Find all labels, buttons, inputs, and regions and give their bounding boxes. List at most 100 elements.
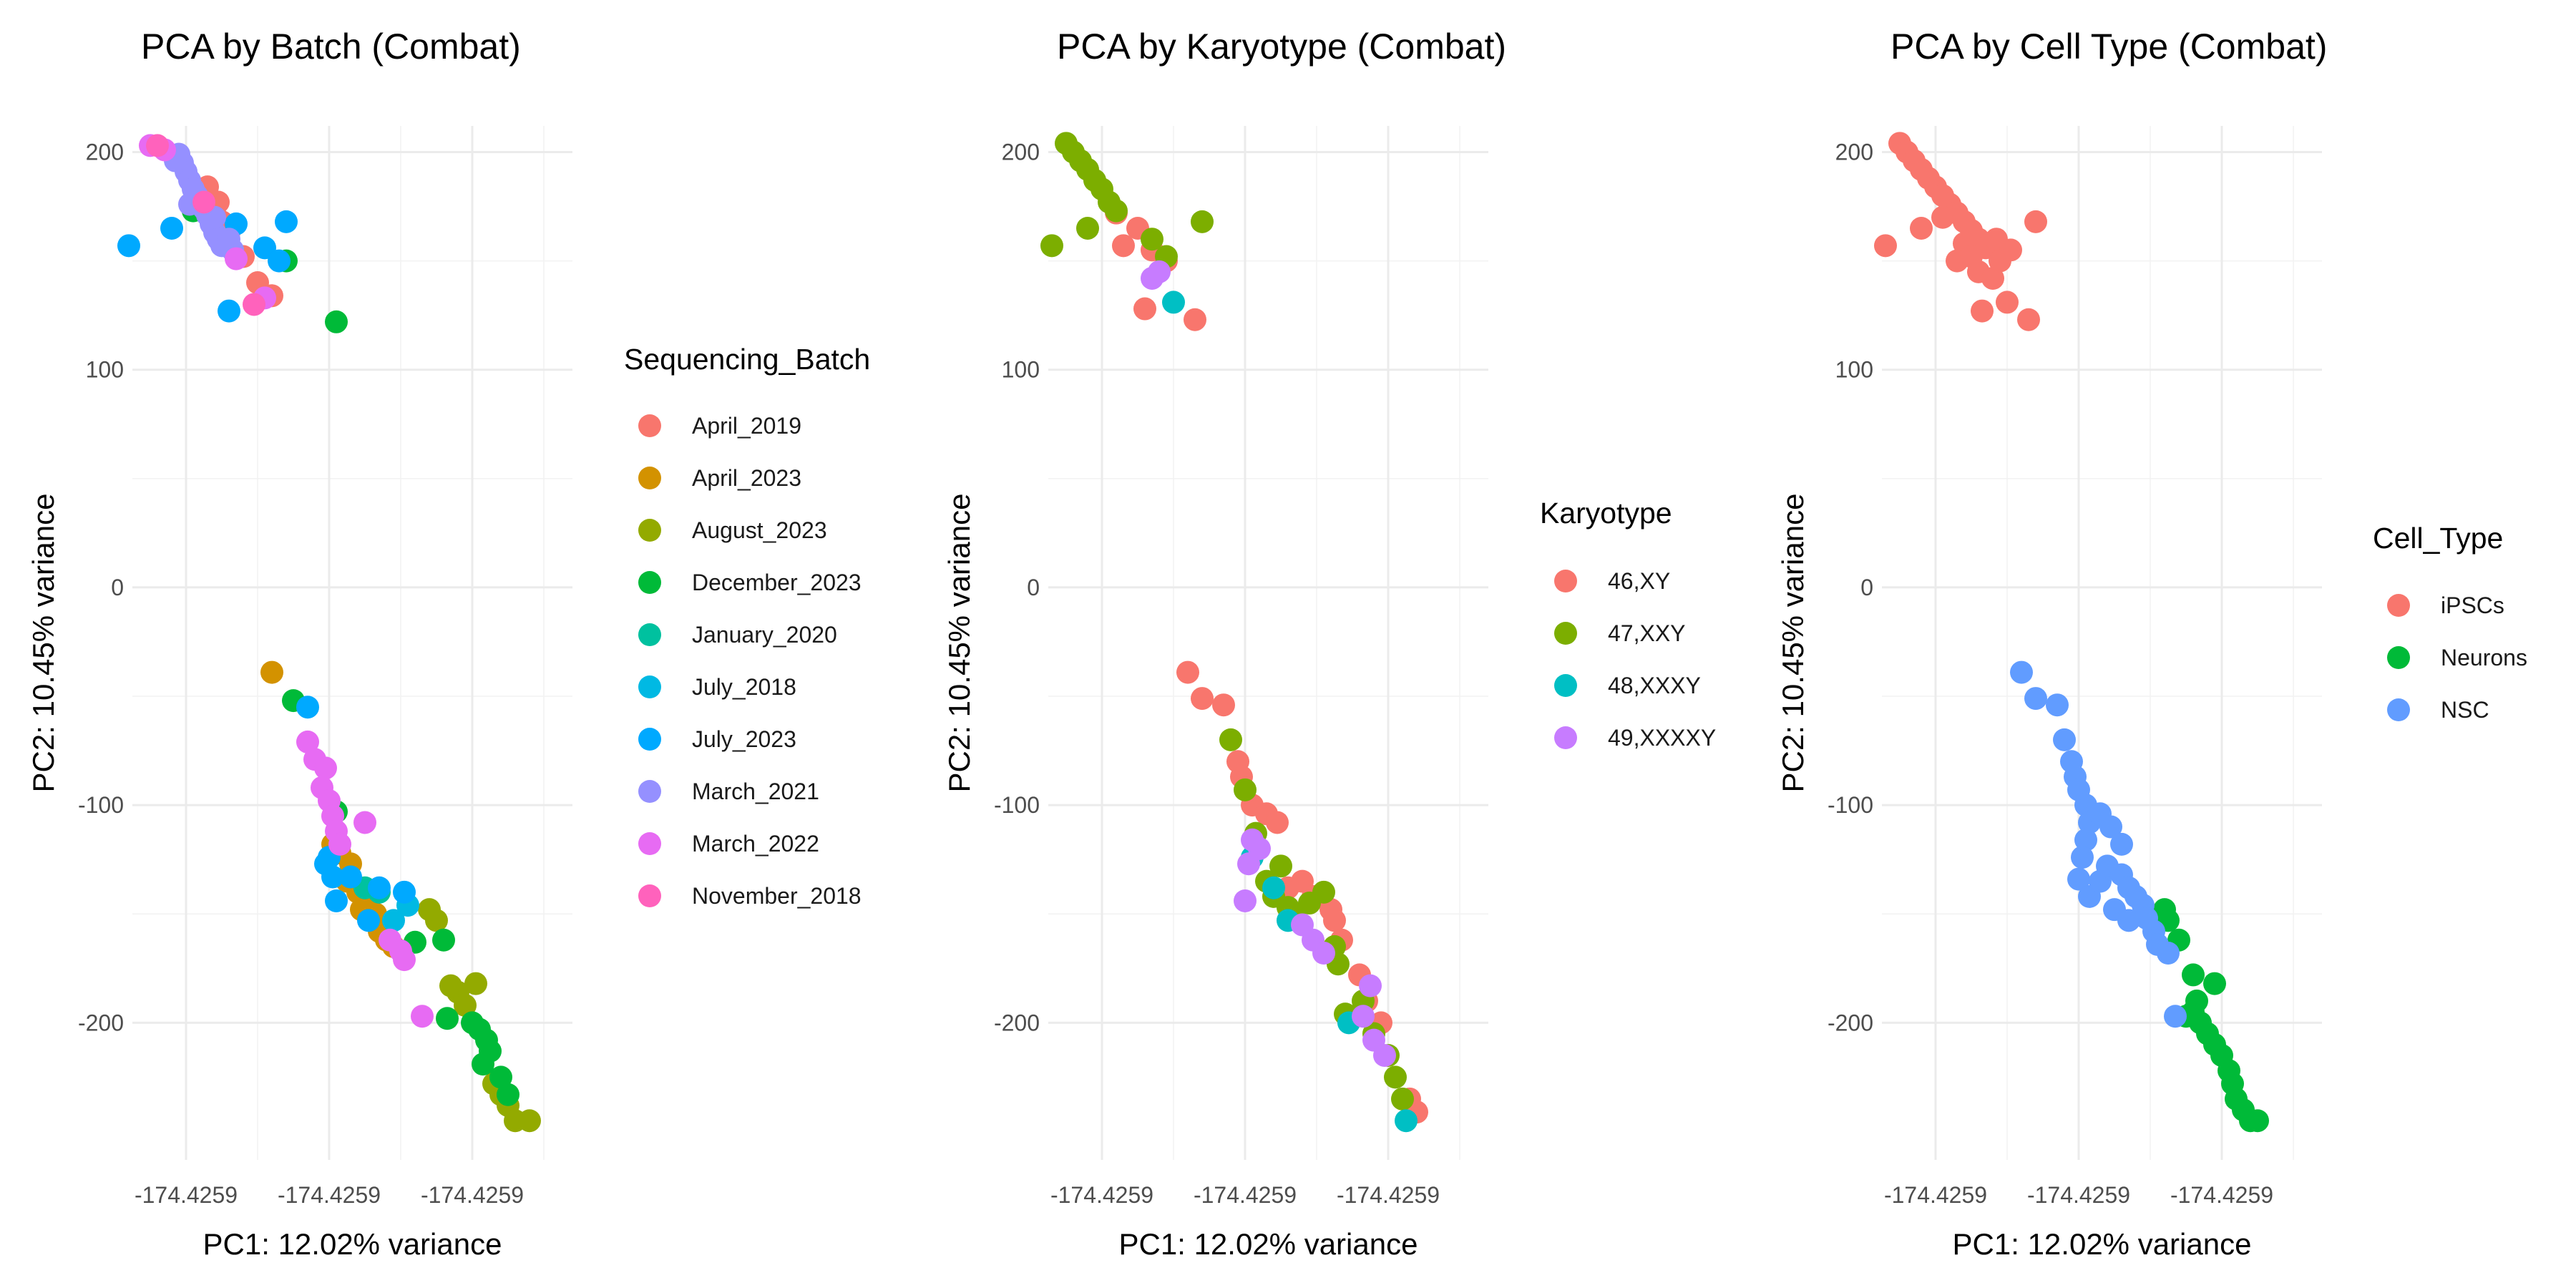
data-point (328, 832, 351, 856)
data-point (296, 696, 319, 719)
legend-label: July_2023 (692, 726, 796, 752)
data-point (1212, 693, 1235, 717)
chart-panel-1: PCA by Batch (Combat) 200 100 0 -100 -200 -174… (26, 26, 870, 1261)
data-point (146, 134, 169, 157)
data-points (1874, 132, 2269, 1133)
data-point (1141, 266, 1163, 290)
data-point (1112, 234, 1135, 258)
data-point (296, 730, 319, 753)
data-point (472, 1053, 494, 1076)
data-point (117, 234, 140, 258)
y-tick-label: -100 (1828, 792, 1873, 818)
plot-grid (1048, 126, 1488, 1160)
data-point (260, 660, 283, 684)
legend-swatch (1554, 570, 1577, 592)
legend-swatch (638, 675, 661, 698)
y-tick-label: -200 (994, 1010, 1040, 1035)
data-point (1373, 1043, 1396, 1067)
legend-swatch (638, 467, 661, 489)
legend-label: November_2018 (692, 883, 862, 909)
legend-label: 47,XXY (1608, 620, 1686, 646)
data-point (1133, 297, 1156, 321)
data-point (2182, 963, 2205, 987)
data-point (275, 210, 298, 233)
data-point (1931, 205, 1954, 229)
legend-swatch (2387, 646, 2410, 669)
legend-swatch (1554, 622, 1577, 645)
data-point (1266, 811, 1289, 834)
x-axis-title: PC1: 12.02% variance (1119, 1227, 1418, 1261)
data-point (518, 1109, 541, 1133)
chart-panel-2: PCA by Karyotype (Combat) 200 100 0 -100 -200… (942, 26, 1716, 1261)
data-point (339, 865, 362, 889)
data-point (325, 889, 348, 912)
x-tick-label: -174.4259 (421, 1182, 524, 1208)
y-tick-label: -100 (78, 792, 124, 818)
chart-title: PCA by Batch (Combat) (141, 26, 521, 67)
y-tick-label: 100 (86, 357, 124, 383)
data-point (1162, 291, 1185, 314)
data-point (1248, 836, 1271, 860)
x-tick-label: -174.4259 (1194, 1182, 1297, 1208)
data-point (393, 948, 416, 972)
data-point (1910, 216, 1933, 240)
x-axis-title: PC1: 12.02% variance (1953, 1227, 2252, 1261)
data-point (357, 909, 380, 932)
data-point (1359, 974, 1382, 997)
data-point (314, 852, 337, 876)
data-point (1999, 238, 2022, 262)
data-point (439, 974, 462, 997)
data-point (1176, 660, 1199, 684)
data-point (432, 928, 455, 952)
legend: Karyotype 46,XY 47,XXY 48,XXXY 49,XXXXY (1540, 497, 1716, 751)
data-point (1184, 308, 1206, 331)
data-point (192, 190, 215, 214)
data-point (314, 756, 337, 780)
y-tick-label: 200 (1002, 140, 1040, 165)
legend: Sequencing_Batch April_2019 April_2023 Augu… (624, 343, 870, 909)
data-point (225, 247, 248, 270)
data-point (1981, 266, 2004, 290)
data-point (1262, 876, 1285, 899)
legend-swatch (1554, 726, 1577, 749)
data-point (268, 249, 291, 273)
data-point (1352, 1005, 1375, 1028)
data-point (2067, 867, 2090, 891)
data-point (1996, 291, 2019, 314)
data-point (497, 1083, 519, 1106)
data-point (1234, 889, 1257, 912)
x-tick-label: -174.4259 (278, 1182, 381, 1208)
legend-swatch (638, 780, 661, 803)
legend-label: August_2023 (692, 517, 827, 543)
data-point (2017, 308, 2040, 331)
data-point (2164, 1005, 2187, 1028)
legend-swatch (638, 519, 661, 542)
y-axis-title: PC2: 10.45% variance (26, 494, 60, 793)
data-point (1384, 1065, 1407, 1089)
x-tick-label: -174.4259 (1337, 1182, 1440, 1208)
y-axis-title: PC2: 10.45% variance (1776, 494, 1810, 793)
data-point (1191, 687, 1214, 711)
y-tick-label: 0 (1860, 575, 1873, 600)
legend-label: NSC (2441, 697, 2489, 723)
legend-label: March_2022 (692, 831, 819, 857)
data-point (2099, 815, 2122, 839)
data-point (1040, 234, 1063, 258)
data-points (117, 134, 541, 1133)
x-tick-label: -174.4259 (2027, 1182, 2130, 1208)
data-point (1191, 210, 1214, 233)
data-point (2246, 1109, 2269, 1133)
data-point (2110, 832, 2133, 856)
chart-panel-3: PCA by Cell Type (Combat) 200 100 0 -100 -200… (1776, 26, 2527, 1261)
y-tick-label: 200 (1835, 140, 1873, 165)
data-point (2046, 693, 2069, 717)
y-tick-label: -100 (994, 792, 1040, 818)
data-points (1040, 132, 1428, 1133)
legend-label: 46,XY (1608, 568, 1670, 594)
x-tick-label: -174.4259 (1884, 1182, 1987, 1208)
legend-swatch (638, 832, 661, 855)
x-tick-label: -174.4259 (135, 1182, 238, 1208)
data-point (353, 811, 376, 834)
